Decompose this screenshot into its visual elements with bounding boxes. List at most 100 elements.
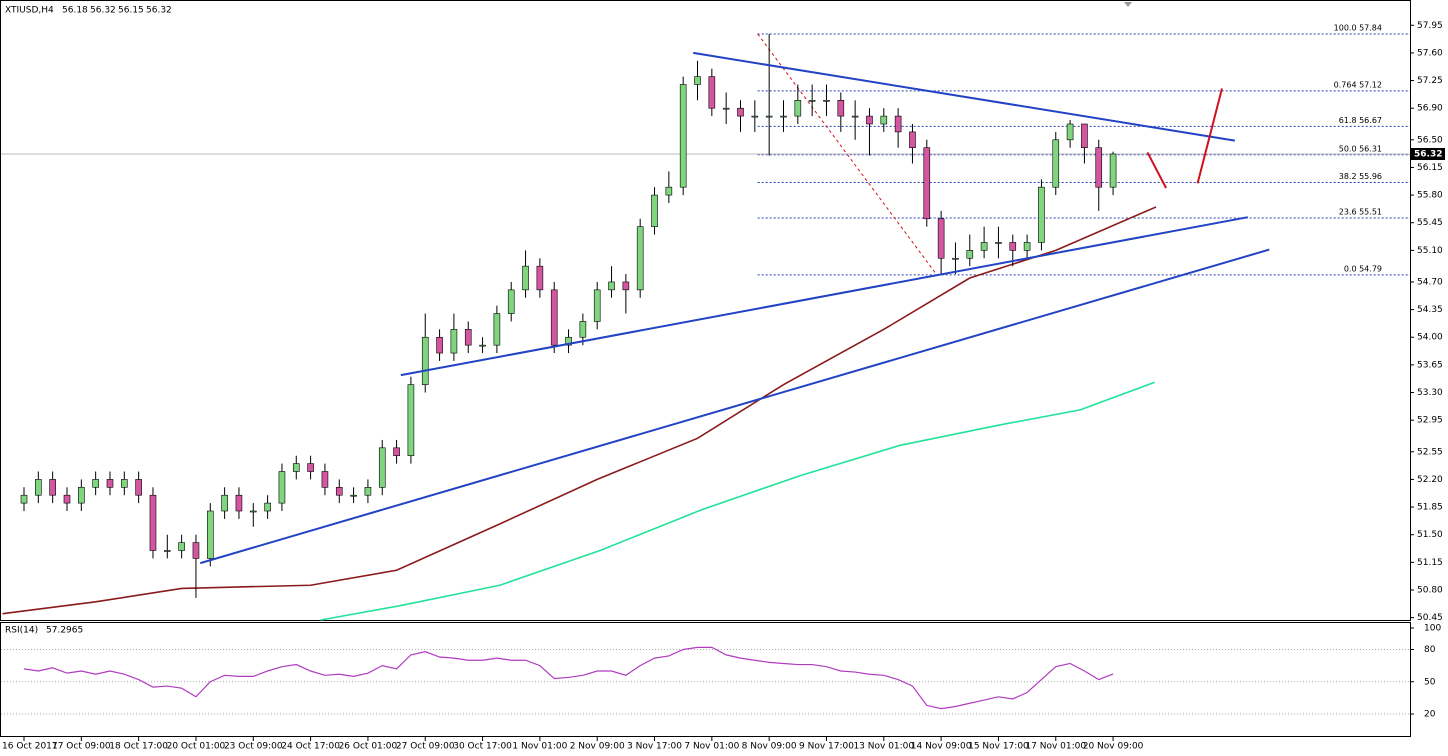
candle-body [909, 131, 916, 148]
y-tick-label: 51.85 [1417, 503, 1443, 513]
rsi-tick-label: 80 [1424, 645, 1436, 655]
y-tick-label: 57.25 [1417, 76, 1443, 86]
y-tick-label: 55.45 [1417, 218, 1443, 228]
candle-body [894, 115, 902, 133]
candle-body [479, 344, 486, 347]
shift-marker [1124, 2, 1132, 7]
candle-body [378, 447, 386, 488]
candle-body [966, 250, 974, 259]
candle-body [1052, 139, 1060, 188]
x-tick-label: 2 Nov 09:00 [570, 742, 625, 752]
candle-body [651, 194, 658, 227]
candle-body [1066, 123, 1074, 141]
rsi-line [23, 646, 1114, 710]
candle-body [636, 226, 644, 291]
candle-body [221, 494, 228, 512]
fib-label: 23.6 55.51 [1339, 207, 1382, 216]
x-tick-label: 16 Oct 2017 [2, 742, 58, 752]
candle-body [164, 550, 171, 552]
candle-body [679, 84, 687, 188]
candle-body [436, 336, 443, 354]
x-tick-label: 1 Nov 01:00 [512, 742, 567, 752]
y-tick-label: 54.35 [1417, 305, 1443, 315]
candle-body [923, 147, 931, 220]
candle-body [178, 542, 185, 551]
candle-body [952, 257, 959, 260]
candle-body [937, 218, 945, 259]
y-tick-label: 51.50 [1417, 530, 1443, 540]
fib-label: 50.0 56.31 [1339, 144, 1382, 153]
x-tick-label: 26 Oct 01:00 [339, 742, 398, 752]
candle-body [608, 281, 615, 291]
y-tick-label: 52.95 [1417, 416, 1443, 426]
candle-body [264, 502, 271, 512]
bid-label: 56.32 [1414, 150, 1442, 160]
candle-body [393, 447, 400, 457]
y-tick-label: 55.80 [1417, 191, 1443, 201]
candle-body [665, 186, 673, 196]
fib-label: 38.2 55.96 [1339, 172, 1382, 181]
candle-body [249, 510, 257, 513]
candle-body [49, 479, 56, 496]
legend-value: 56.32 [146, 6, 172, 16]
candle-body [522, 265, 529, 291]
candle-body [292, 463, 300, 472]
candle-body [880, 115, 888, 125]
candle-body [507, 289, 515, 314]
candle-body [823, 100, 830, 102]
y-tick-label: 56.15 [1417, 163, 1443, 173]
x-tick-label: 3 Nov 17:00 [627, 742, 682, 752]
x-tick-label: 18 Oct 17:00 [109, 742, 168, 752]
candle-body [722, 107, 730, 110]
rsi-panel [0, 622, 1411, 737]
candle-body [450, 329, 458, 354]
x-tick-label: 17 Nov 01:00 [1025, 742, 1086, 752]
candle-body [1109, 153, 1117, 188]
y-tick-label: 50.80 [1417, 585, 1443, 595]
y-tick-label: 53.65 [1417, 360, 1443, 370]
candle-body [278, 471, 286, 504]
candle-body [421, 336, 429, 385]
trendline [1146, 151, 1167, 189]
y-tick-label: 50.45 [1417, 613, 1443, 623]
candle-body [565, 336, 572, 346]
x-tick-label: 15 Nov 17:00 [968, 742, 1029, 752]
x-tick-label: 9 Nov 17:00 [799, 742, 854, 752]
moving-average [2, 206, 1157, 615]
legend-value: 56.18 [62, 6, 88, 16]
candle-body [192, 542, 200, 559]
candle-body [851, 115, 859, 118]
x-tick-label: 27 Oct 09:00 [396, 742, 455, 752]
x-tick-label: 17 Oct 09:00 [52, 742, 111, 752]
candle-body [20, 494, 28, 504]
candle-body [780, 115, 787, 118]
candle-body [335, 487, 343, 496]
y-tick-label: 52.55 [1417, 447, 1443, 457]
candle-body [35, 479, 42, 496]
candle-body [1038, 186, 1045, 243]
candle-body [307, 463, 314, 472]
candle-body [493, 313, 501, 346]
moving-average [320, 381, 1155, 621]
x-tick-label: 13 Nov 01:00 [853, 742, 914, 752]
candle-body [1095, 147, 1103, 188]
candle-body [794, 100, 802, 117]
candle-body [622, 281, 630, 291]
candle-body [980, 242, 988, 251]
legend-value: 56.32 [90, 6, 116, 16]
fib-label: 100.0 57.84 [1334, 23, 1382, 32]
x-tick-label: 20 Oct 01:00 [167, 742, 226, 752]
x-tick-label: 30 Oct 17:00 [453, 742, 512, 752]
trendline [400, 216, 1248, 377]
rsi-tick-label: 100 [1424, 624, 1441, 634]
fib-label: 0.764 57.12 [1334, 80, 1382, 89]
candle-body [593, 289, 601, 322]
trendline [1196, 88, 1223, 184]
legend-value: 56.15 [118, 6, 144, 16]
rsi-last: 57.2965 [46, 626, 83, 636]
x-tick-label: 20 Nov 09:00 [1083, 742, 1144, 752]
candle-body [135, 479, 142, 496]
candle-body [808, 100, 816, 102]
